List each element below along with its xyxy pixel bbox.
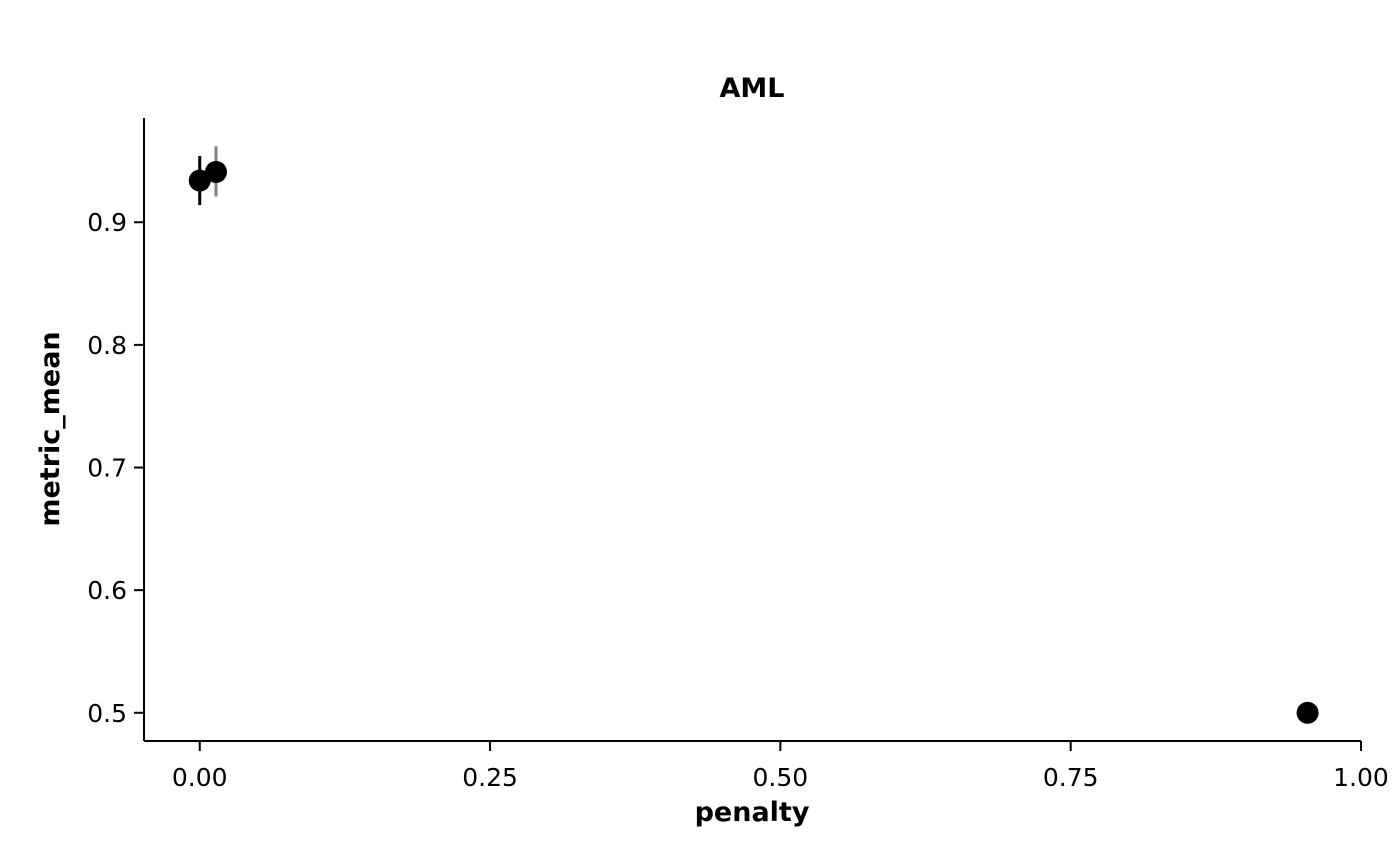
x-tick-label: 0.25 xyxy=(462,763,518,792)
x-tick-label: 0.50 xyxy=(753,763,809,792)
data-point xyxy=(204,160,227,183)
chart-title: AML xyxy=(720,73,785,104)
y-tick-label: 0.7 xyxy=(87,454,127,483)
data-point xyxy=(188,169,211,192)
y-tick-label: 0.8 xyxy=(87,331,127,360)
plot-area xyxy=(188,146,1319,724)
x-tick-label: 1.00 xyxy=(1333,763,1389,792)
y-tick-label: 0.9 xyxy=(87,208,127,237)
data-point xyxy=(1296,701,1319,724)
x-axis-label: penalty xyxy=(695,797,810,828)
y-tick-label: 0.5 xyxy=(87,699,127,728)
x-axis-ticks: 0.00 0.25 0.50 0.75 1.00 xyxy=(172,741,1389,792)
x-tick-label: 0.00 xyxy=(172,763,228,792)
y-axis-ticks: 0.5 0.6 0.7 0.8 0.9 xyxy=(87,208,144,728)
x-tick-label: 0.75 xyxy=(1043,763,1099,792)
y-tick-label: 0.6 xyxy=(87,576,127,605)
y-axis-label: metric_mean xyxy=(35,331,66,526)
